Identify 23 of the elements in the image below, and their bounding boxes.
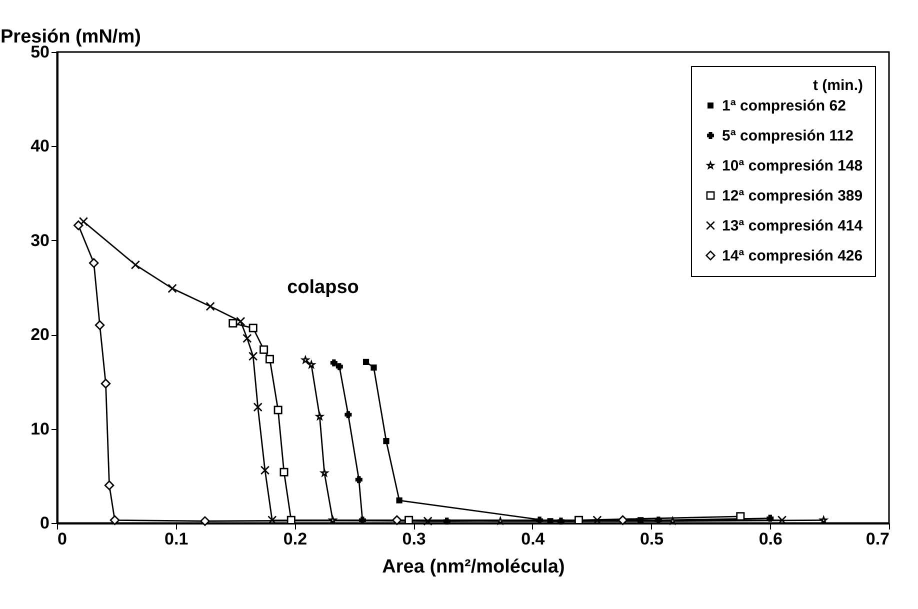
legend-label: 14ª compresión 426 bbox=[722, 248, 863, 264]
legend-label: 5ª compresión 112 bbox=[722, 128, 854, 144]
x-tick-label: 0.1 bbox=[164, 530, 188, 548]
y-tick-label: 30 bbox=[30, 230, 50, 250]
x-tick-label: 0.3 bbox=[402, 530, 426, 548]
annotation: colapso bbox=[287, 277, 359, 298]
x-tick-label: 0.5 bbox=[640, 530, 664, 548]
y-tick-label: 10 bbox=[30, 419, 50, 438]
x-tick-label: 0.4 bbox=[521, 530, 546, 548]
x-tick-label: 0.2 bbox=[283, 530, 308, 548]
y-tick-label: 0 bbox=[40, 514, 50, 532]
legend-label: 1ª compresión 62 bbox=[722, 98, 846, 114]
legend-label: 13ª compresión 414 bbox=[722, 218, 864, 234]
y-tick-label: 20 bbox=[30, 325, 50, 344]
x-tick-label: 0 bbox=[58, 530, 67, 548]
x-tick-label: 0.7 bbox=[866, 530, 890, 548]
y-tick-label: 40 bbox=[30, 136, 50, 156]
legend-label: 10ª compresión 148 bbox=[722, 158, 863, 174]
x-axis-title: Area (nm²/molécula) bbox=[382, 556, 565, 578]
legend-label: 12ª compresión 389 bbox=[722, 188, 863, 204]
legend-title: t (min.) bbox=[813, 77, 863, 94]
x-tick-label: 0.6 bbox=[758, 530, 782, 548]
y-tick-label: 50 bbox=[30, 42, 50, 62]
